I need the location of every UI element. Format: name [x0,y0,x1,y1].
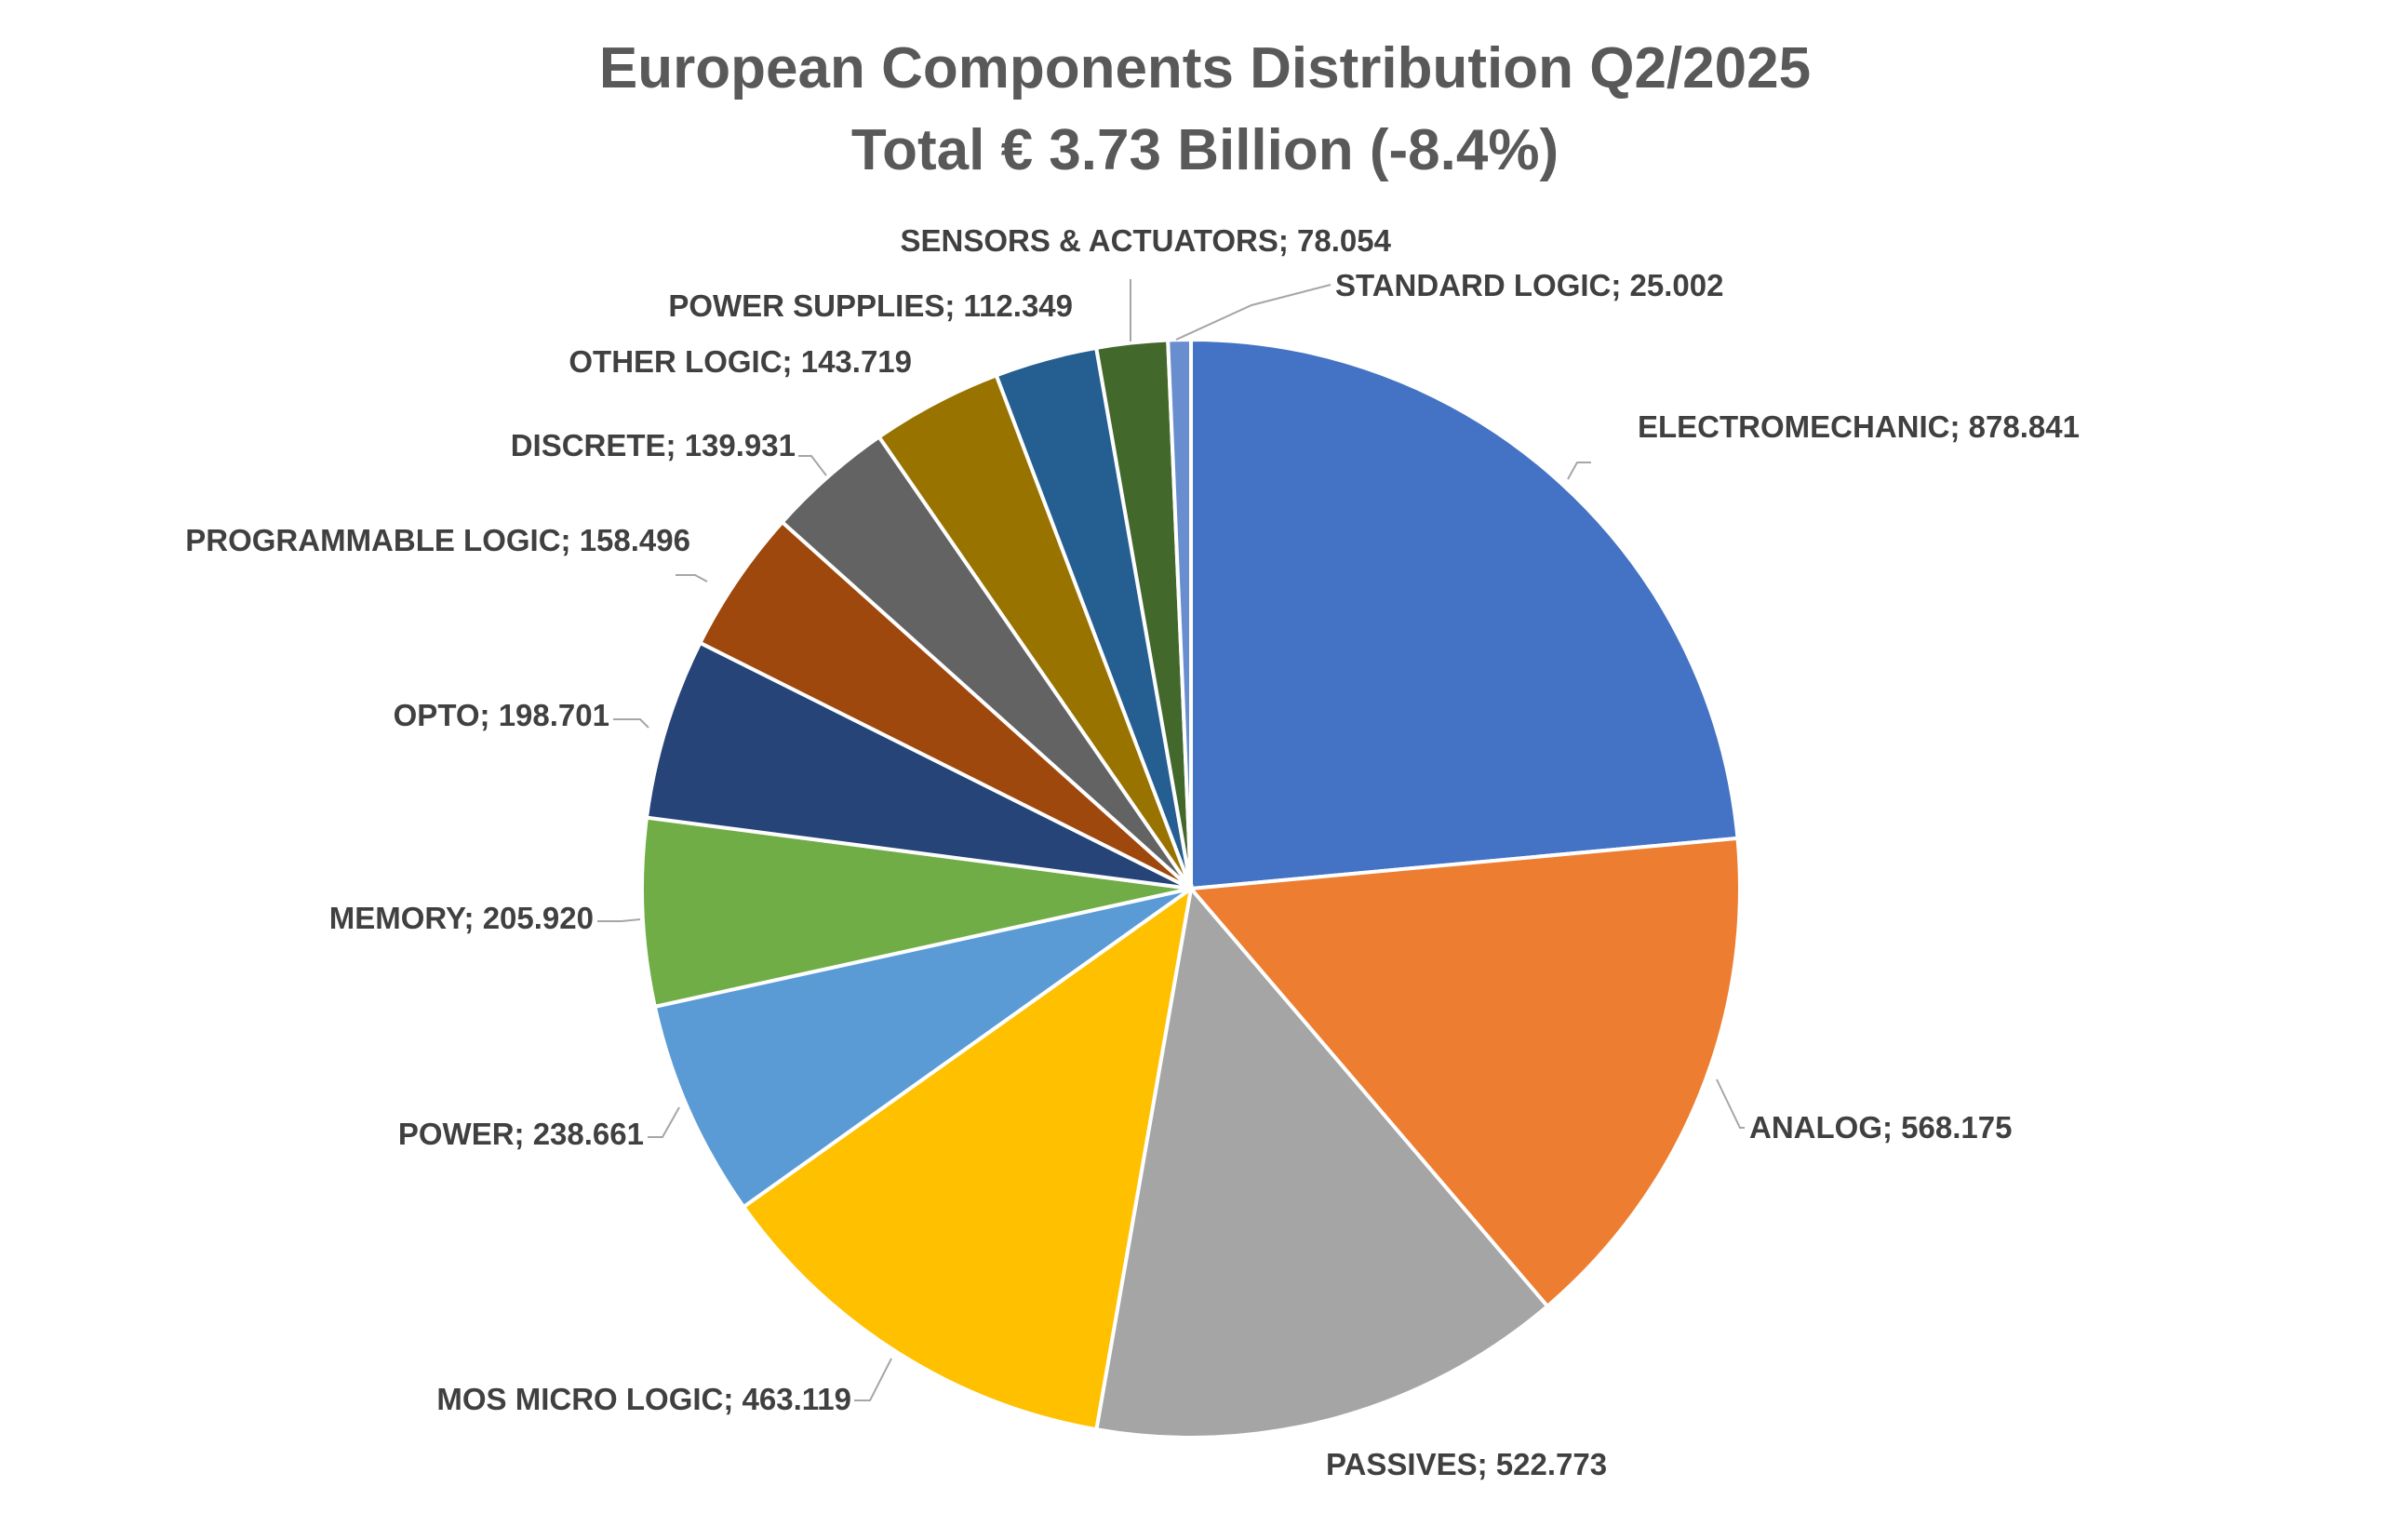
pie-slice-power [652,887,1193,1210]
data-label: STANDARD LOGIC; 25.002 [1335,268,1723,302]
leader-line [676,574,708,583]
pie-slice-standard-logic [1166,337,1193,890]
leader-line [1567,462,1591,480]
leader-line [798,455,827,476]
pie-slice-electromechanic [1189,337,1740,891]
data-label: ELECTROMECHANIC; 878.841 [1638,409,2080,444]
data-labels: ELECTROMECHANIC; 878.841 ANALOG; 568.175 P… [185,223,2080,1481]
chart-subtitle: Total € 3.73 Billion (-8.4%) [851,118,1559,182]
data-label: PASSIVES; 522.773 [1326,1447,1607,1481]
pie-slice-analog [1186,836,1742,1309]
data-label: OTHER LOGIC; 143.719 [569,344,912,379]
data-label: POWER SUPPLIES; 112.349 [668,288,1073,323]
leader-line [1175,284,1332,341]
data-label: POWER; 238.661 [398,1117,644,1151]
data-label: MOS MICRO LOGIC; 463.119 [436,1382,851,1416]
leader-line [597,918,641,922]
leader-line [1716,1078,1745,1129]
leader-line [854,1358,892,1401]
pie-slices [640,337,1742,1440]
pie-slice-passives [1094,884,1550,1440]
pie-slice-memory [640,815,1192,1010]
data-label: MEMORY; 205.920 [329,901,594,935]
data-label: PROGRAMMABLE LOGIC; 158.496 [185,523,690,557]
data-label: DISCRETE; 139.931 [511,428,796,462]
chart-title: European Components Distribution Q2/2025 [599,36,1811,100]
leader-line [648,1106,680,1138]
data-label: SENSORS & ACTUATORS; 78.054 [900,223,1391,258]
leader-lines [597,279,1745,1401]
pie-slice-opto [644,640,1192,891]
pie-slice-mos-micro-logic [741,884,1194,1432]
leader-line [613,718,649,729]
data-label: ANALOG; 568.175 [1749,1110,2012,1145]
data-label: OPTO; 198.701 [394,698,609,732]
